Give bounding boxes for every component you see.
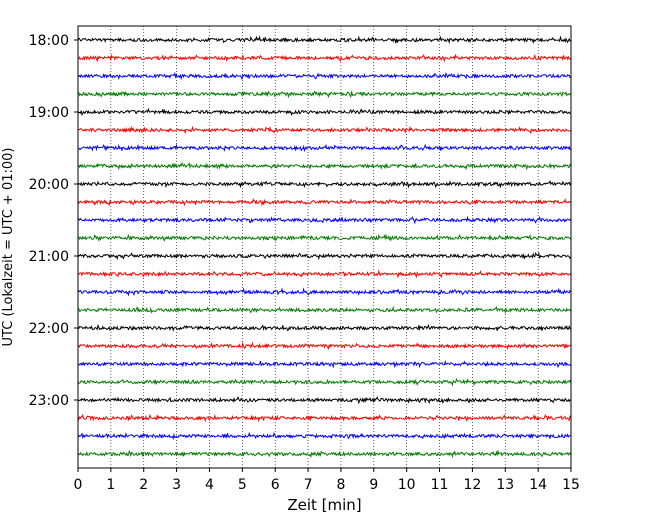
seismic-trace bbox=[77, 341, 571, 351]
seismic-traces bbox=[77, 35, 572, 459]
y-tick-label: 18:00 bbox=[29, 33, 69, 49]
x-tick-label: 13 bbox=[496, 477, 514, 493]
x-tick-label: 10 bbox=[398, 477, 416, 493]
seismic-trace bbox=[77, 413, 572, 423]
x-tick-label: 1 bbox=[106, 477, 115, 493]
x-tick-label: 11 bbox=[431, 477, 449, 493]
seismic-trace bbox=[77, 143, 572, 153]
seismic-trace bbox=[77, 269, 572, 279]
x-tick-label: 0 bbox=[74, 477, 83, 493]
x-tick-label: 2 bbox=[139, 477, 148, 493]
x-axis-label: Zeit [min] bbox=[287, 496, 361, 514]
seismic-trace bbox=[77, 287, 572, 297]
seismic-trace bbox=[77, 161, 572, 171]
seismic-trace bbox=[77, 179, 572, 189]
x-tick-label: 8 bbox=[336, 477, 345, 493]
seismic-trace bbox=[77, 35, 572, 45]
y-axis-ticks: 18:00 19:00 20:00 21:00 22:00 23:00 bbox=[29, 33, 78, 409]
x-tick-label: 4 bbox=[205, 477, 214, 493]
seismic-trace bbox=[77, 323, 572, 333]
y-tick-label: 19:00 bbox=[29, 105, 69, 121]
seismic-trace bbox=[77, 251, 572, 261]
seismic-trace bbox=[77, 449, 572, 459]
seismic-trace bbox=[77, 107, 571, 117]
seismic-trace bbox=[77, 125, 572, 135]
x-tick-label: 3 bbox=[172, 477, 181, 493]
x-tick-label: 5 bbox=[238, 477, 247, 493]
plot-frame bbox=[77, 25, 572, 469]
y-tick-label: 23:00 bbox=[29, 393, 69, 409]
seismic-trace bbox=[77, 53, 572, 63]
seismic-trace bbox=[77, 198, 572, 207]
y-tick-label: 22:00 bbox=[29, 321, 69, 337]
x-tick-label: 6 bbox=[271, 477, 280, 493]
x-tick-label: 12 bbox=[463, 477, 481, 493]
seismic-trace bbox=[77, 377, 572, 387]
y-axis-label: UTC (Lokalzeit = UTC + 01:00) bbox=[1, 148, 16, 347]
y-tick-label: 21:00 bbox=[29, 249, 69, 265]
seismic-trace bbox=[77, 305, 572, 315]
seismic-trace bbox=[77, 359, 572, 369]
x-tick-label: 14 bbox=[529, 477, 547, 493]
x-tick-label: 15 bbox=[562, 477, 580, 493]
seismic-trace bbox=[77, 90, 572, 99]
seismic-trace bbox=[77, 396, 571, 405]
y-tick-label: 20:00 bbox=[29, 177, 69, 193]
seismic-trace bbox=[77, 431, 571, 441]
seismic-trace bbox=[77, 71, 572, 81]
x-tick-label: 9 bbox=[369, 477, 378, 493]
x-axis-ticks: 0 1 2 3 4 5 6 7 8 9 10 11 12 13 14 15 bbox=[74, 468, 580, 493]
x-tick-label: 7 bbox=[304, 477, 313, 493]
seismic-trace bbox=[77, 215, 572, 225]
seismic-trace bbox=[77, 233, 572, 242]
